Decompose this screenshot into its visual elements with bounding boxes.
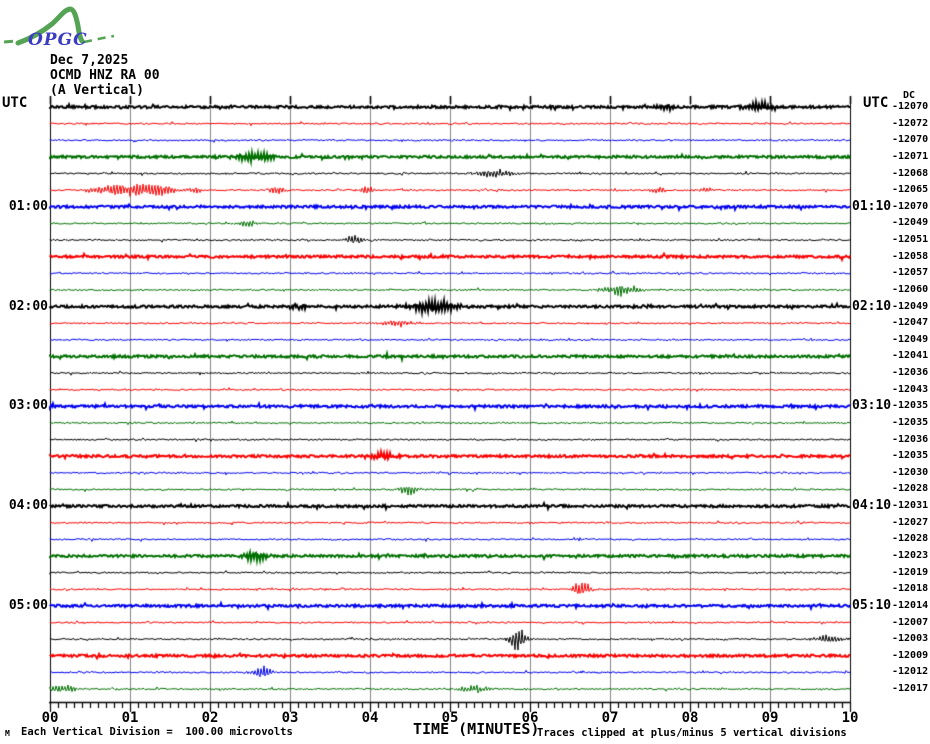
- x-tick-label: 00: [41, 710, 59, 726]
- x-tick-label: 10: [841, 710, 859, 726]
- trace-offset-value: -12047: [892, 317, 929, 329]
- trace-offset-value: -12065: [892, 184, 929, 196]
- hour-label-left: 03:00: [8, 398, 48, 414]
- trace-offset-value: -12049: [892, 333, 929, 345]
- hour-label-right: 02:10: [852, 298, 892, 314]
- trace-offset-value: -12017: [892, 683, 929, 695]
- trace-offset-value: -12070: [892, 200, 929, 212]
- trace-offset-value: -12012: [892, 666, 929, 678]
- hour-label-right: 04:10: [852, 498, 892, 514]
- x-tick-label: 04: [361, 710, 379, 726]
- hour-label-right: 01:10: [852, 198, 892, 214]
- vertical-division-note: Each Vertical Division = 100.00 microvol…: [21, 726, 293, 738]
- trace-offset-value: -12009: [892, 649, 929, 661]
- trace-offset-value: -12003: [892, 633, 929, 645]
- x-tick-label: 05: [441, 710, 459, 726]
- trace-offset-value: -12027: [892, 516, 929, 528]
- hour-label-right: 03:10: [852, 398, 892, 414]
- hour-label-left: 02:00: [8, 298, 48, 314]
- clipping-note: Traces clipped at plus/minus 5 vertical …: [537, 727, 847, 739]
- hour-label-left: 01:00: [8, 198, 48, 214]
- hour-label-right: 05:10: [852, 597, 892, 613]
- x-tick-label: 06: [521, 710, 539, 726]
- x-tick-label: 07: [601, 710, 619, 726]
- trace-offset-value: -12028: [892, 483, 929, 495]
- trace-offset-value: -12051: [892, 234, 929, 246]
- trace-offset-value: -12036: [892, 367, 929, 379]
- trace-offset-value: -12068: [892, 167, 929, 179]
- x-tick-label: 01: [121, 710, 139, 726]
- trace-offset-value: -12049: [892, 300, 929, 312]
- time-axis-title: TIME (MINUTES): [413, 720, 540, 738]
- trace-offset-value: -12007: [892, 616, 929, 628]
- trace-offset-value: -12070: [892, 101, 929, 112]
- trace-offset-value: -12060: [892, 283, 929, 295]
- trace-offset-value: -12072: [892, 117, 929, 129]
- trace-offset-value: -12057: [892, 267, 929, 279]
- trace-offset-value: -12018: [892, 583, 929, 595]
- footer-prefix-glyph: M: [5, 729, 10, 738]
- x-tick-label: 02: [201, 710, 219, 726]
- trace-offset-value: -12030: [892, 466, 929, 478]
- trace-offset-value: -12041: [892, 350, 929, 362]
- trace-offset-value: -12019: [892, 566, 929, 578]
- trace-offset-value: -12028: [892, 533, 929, 545]
- trace-offset-value: -12023: [892, 550, 929, 561]
- trace-offset-value: -12035: [892, 400, 929, 412]
- x-tick-label: 03: [281, 710, 299, 726]
- trace-offset-value: -12031: [892, 500, 929, 512]
- trace-offset-value: -12071: [892, 150, 929, 162]
- trace-offset-value: -12058: [892, 250, 929, 262]
- x-tick-label: 09: [761, 710, 779, 726]
- trace-offset-value: -12043: [892, 383, 929, 395]
- hour-label-left: 05:00: [8, 597, 48, 613]
- trace-offset-value: -12035: [892, 416, 929, 428]
- trace-offset-value: -12036: [892, 433, 929, 445]
- trace-offset-value: -12014: [892, 599, 929, 611]
- hour-label-left: 04:00: [8, 498, 48, 514]
- trace-offset-value: -12070: [892, 134, 929, 146]
- trace-offset-value: -12049: [892, 217, 929, 229]
- trace-offset-value: -12035: [892, 450, 929, 462]
- x-tick-label: 08: [681, 710, 699, 726]
